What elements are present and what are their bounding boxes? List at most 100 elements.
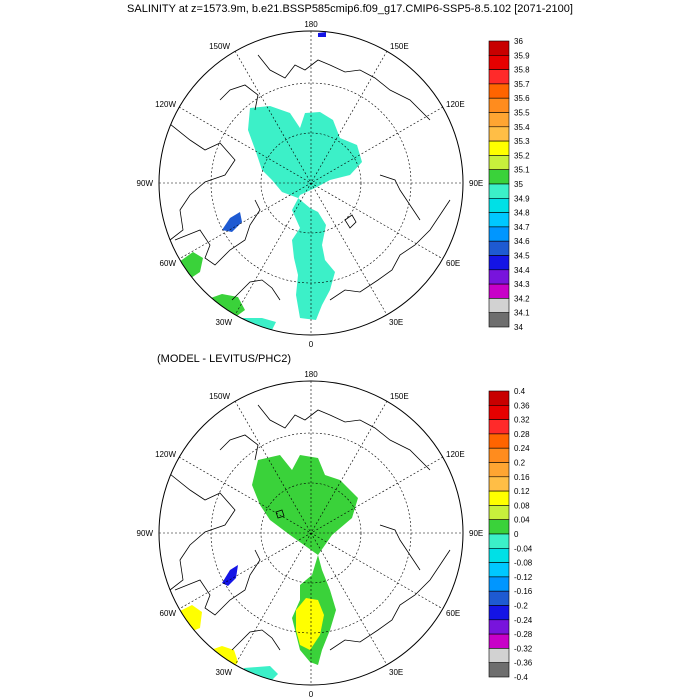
colorbar-swatch <box>488 140 510 156</box>
colorbar-tick-label: 0.32 <box>514 416 530 425</box>
colorbar-swatch <box>488 590 510 606</box>
salinity-field-north-dot <box>318 32 326 37</box>
colorbar-swatch <box>488 269 510 285</box>
lon-label-120w: 120W <box>155 100 176 109</box>
lon-label-30w: 30W <box>216 318 233 327</box>
colorbar-tick-label: 34.2 <box>514 294 530 303</box>
colorbar-tick-label: -0.24 <box>514 616 533 625</box>
salinity-graticule <box>159 31 463 335</box>
colorbar-swatch <box>488 169 510 185</box>
colorbar-swatch <box>488 155 510 170</box>
colorbar-swatch <box>488 476 510 492</box>
salinity-colorbar: 36 35.9 35.8 35.7 35.6 35.5 35.4 35.3 35.2 35.1 35… <box>488 37 530 332</box>
lon-label-60e: 60E <box>446 609 460 618</box>
colorbar-swatch <box>488 83 510 99</box>
colorbar-swatch <box>488 648 510 664</box>
colorbar-swatch <box>488 576 510 592</box>
colorbar-tick-label: -0.12 <box>514 573 533 582</box>
colorbar-swatch <box>488 505 510 520</box>
colorbar-tick-label: 35.5 <box>514 109 530 118</box>
lon-label-90e: 90E <box>469 179 483 188</box>
colorbar-swatch <box>488 404 510 420</box>
difference-coastlines <box>164 404 451 651</box>
lon-label-150e: 150E <box>390 42 409 51</box>
colorbar-swatch <box>488 390 510 406</box>
colorbar-tick-label: 34.9 <box>514 194 530 203</box>
lon-label-60e: 60E <box>446 259 460 268</box>
colorbar-swatch <box>488 633 510 649</box>
difference-field-central-arctic <box>252 455 358 665</box>
colorbar-tick-label: 34.4 <box>514 266 530 275</box>
colorbar-tick-label: 34 <box>514 323 523 332</box>
difference-title: (MODEL - LEVITUS/PHC2) <box>157 353 291 365</box>
colorbar-tick-label: -0.08 <box>514 559 533 568</box>
colorbar-tick-label: -0.28 <box>514 630 533 639</box>
colorbar-tick-label: 34.8 <box>514 209 530 218</box>
lon-label-0: 0 <box>309 340 314 349</box>
colorbar-tick-label: 0.04 <box>514 516 530 525</box>
lon-label-90w: 90W <box>137 529 154 538</box>
lon-label-150e: 150E <box>390 392 409 401</box>
colorbar-tick-label: -0.4 <box>514 673 528 682</box>
colorbar-tick-label: 34.7 <box>514 223 530 232</box>
colorbar-tick-label: 0.16 <box>514 473 530 482</box>
colorbar-swatch <box>488 54 510 70</box>
lon-label-150w: 150W <box>209 42 230 51</box>
colorbar-tick-label: 35.7 <box>514 80 530 89</box>
lon-label-60w: 60W <box>160 259 177 268</box>
lon-label-30e: 30E <box>389 668 403 677</box>
lon-label-90e: 90E <box>469 529 483 538</box>
lon-label-60w: 60W <box>160 609 177 618</box>
colorbar-swatch <box>488 519 510 535</box>
colorbar-swatch <box>488 447 510 463</box>
colorbar-swatch <box>488 283 510 299</box>
colorbar-swatch <box>488 547 510 563</box>
colorbar-tick-label: 0.28 <box>514 430 530 439</box>
colorbar-swatch <box>488 255 510 271</box>
colorbar-swatch <box>488 183 510 199</box>
colorbar-tick-label: 35.2 <box>514 151 530 160</box>
colorbar-swatch <box>488 69 510 85</box>
lon-label-90w: 90W <box>137 179 154 188</box>
colorbar-swatch <box>488 662 510 678</box>
colorbar-swatch <box>488 212 510 228</box>
colorbar-tick-label: 0.36 <box>514 401 530 410</box>
colorbar-tick-label: 35.9 <box>514 51 530 60</box>
colorbar-tick-label: 34.5 <box>514 252 530 261</box>
salinity-panel: SALINITY at z=1573.9m, b.e21.BSSP585cmip… <box>127 3 573 349</box>
lon-label-180: 180 <box>304 370 318 379</box>
colorbar-tick-label: 35.6 <box>514 94 530 103</box>
colorbar-tick-label: 34.6 <box>514 237 530 246</box>
difference-graticule <box>159 381 463 685</box>
colorbar-tick-label: 0.08 <box>514 501 530 510</box>
colorbar-swatch <box>488 462 510 478</box>
colorbar-tick-label: 35.4 <box>514 123 530 132</box>
colorbar-tick-label: 36 <box>514 37 523 46</box>
colorbar-swatch <box>488 240 510 256</box>
lon-label-30w: 30W <box>216 668 233 677</box>
difference-map <box>159 381 463 685</box>
colorbar-swatch <box>488 40 510 56</box>
colorbar-swatch <box>488 433 510 449</box>
salinity-map <box>159 31 463 335</box>
colorbar-swatch <box>488 605 510 621</box>
salinity-title: SALINITY at z=1573.9m, b.e21.BSSP585cmip… <box>127 3 573 15</box>
colorbar-tick-label: -0.36 <box>514 659 533 668</box>
salinity-map-border <box>158 30 464 336</box>
lon-label-120e: 120E <box>446 450 465 459</box>
salinity-field-central-arctic <box>248 106 362 320</box>
colorbar-tick-label: 0 <box>514 530 519 539</box>
colorbar-swatch <box>488 312 510 328</box>
colorbar-tick-label: 0.2 <box>514 459 526 468</box>
lon-label-30e: 30E <box>389 318 403 327</box>
difference-map-border <box>158 380 464 686</box>
salinity-coastlines <box>164 54 451 301</box>
colorbar-swatch <box>488 419 510 435</box>
colorbar-tick-label: 35.1 <box>514 166 530 175</box>
colorbar-tick-label: -0.16 <box>514 587 533 596</box>
colorbar-tick-label: 35 <box>514 180 523 189</box>
lon-label-120e: 120E <box>446 100 465 109</box>
colorbar-swatch <box>488 533 510 549</box>
difference-field-baffin <box>222 565 238 586</box>
